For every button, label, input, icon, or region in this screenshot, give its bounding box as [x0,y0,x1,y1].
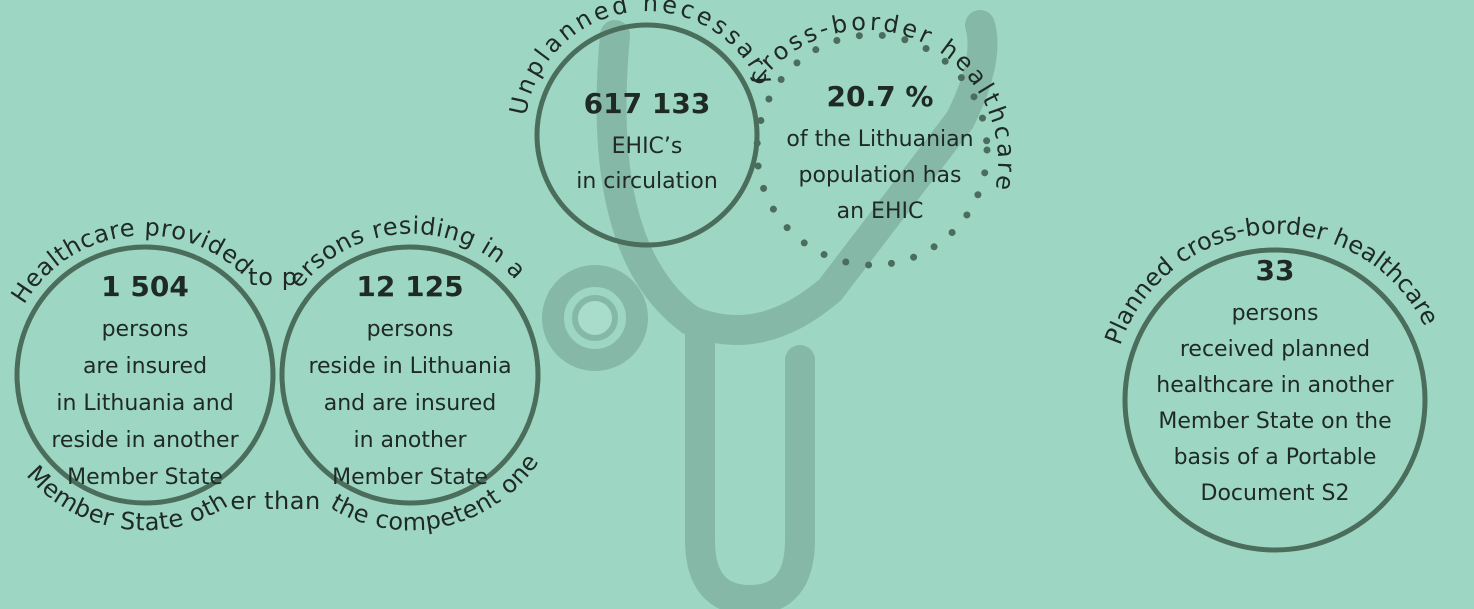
stat-text: Member State on the [1158,409,1391,434]
stat-text: Member State [332,465,488,490]
stat-value: 20.7 % [827,80,934,113]
infographic: Unplanned necessary cross-border healthc… [0,0,1474,609]
stat-text: persons [367,317,454,342]
stat-text: of the Lithuanian [786,127,973,152]
stat-text: and are insured [324,391,496,416]
stat-text: in Lithuania and [56,391,233,416]
stat-text: received planned [1180,337,1370,362]
stat-value: 33 [1256,254,1295,287]
stat-value: 617 133 [584,87,711,120]
stat-text: population has [799,163,962,188]
stat-text: are insured [83,354,207,379]
stat-text: reside in Lithuania [308,354,511,379]
stat-value: 12 125 [356,270,463,303]
stat-text: in circulation [576,169,718,194]
stat-text: Member State [67,465,223,490]
stat-text: basis of a Portable [1174,445,1377,470]
stat-text: healthcare in another [1156,373,1394,398]
stat-text: in another [353,428,467,453]
stat-text: an EHIC [837,199,924,224]
stat-text: reside in another [51,428,239,453]
stat-text: persons [1232,301,1319,326]
stat-text: persons [102,317,189,342]
stat-text: EHIC’s [612,134,683,159]
stat-value: 1 504 [101,270,189,303]
stat-text: Document S2 [1201,481,1350,506]
stethoscope-chestpiece [575,298,615,338]
